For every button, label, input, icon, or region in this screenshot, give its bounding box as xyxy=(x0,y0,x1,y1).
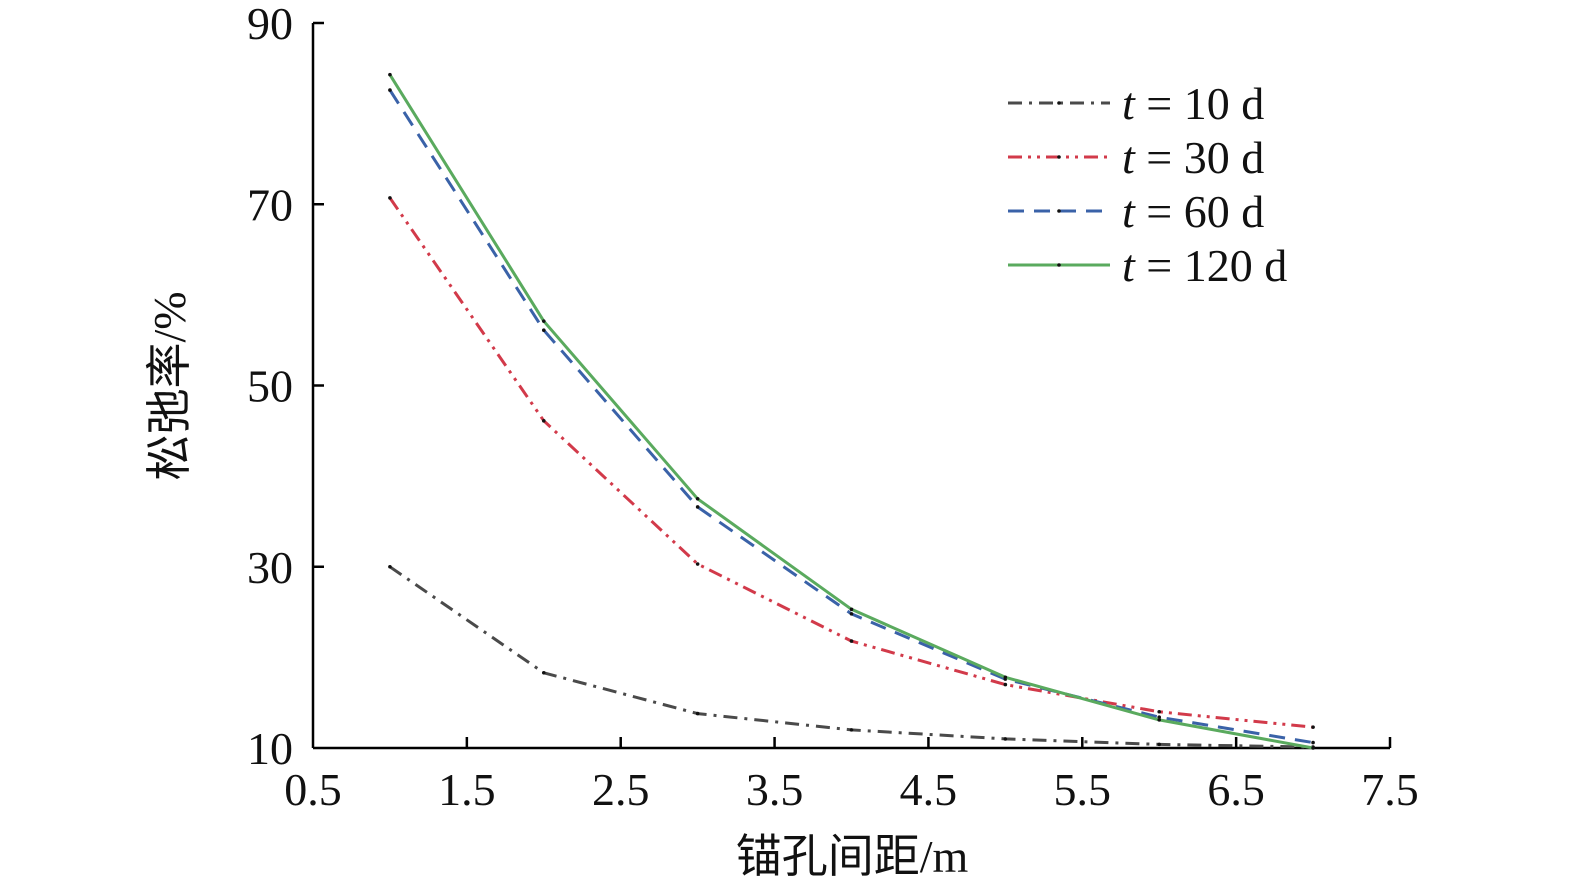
legend-item: t = 10 d xyxy=(1008,78,1264,129)
data-point xyxy=(849,639,854,643)
legend-marker xyxy=(1057,155,1061,159)
legend: t = 10 dt = 30 dt = 60 dt = 120 d xyxy=(1008,78,1287,291)
x-tick-label: 6.5 xyxy=(1207,764,1265,815)
data-point xyxy=(849,607,854,612)
legend-item: t = 60 d xyxy=(1008,186,1264,237)
data-point xyxy=(541,419,546,423)
legend-label: t = 60 d xyxy=(1122,186,1264,237)
data-point xyxy=(695,562,700,566)
data-point xyxy=(1157,742,1162,747)
y-tick-label: 30 xyxy=(247,542,293,593)
x-tick-label: 1.5 xyxy=(438,764,496,815)
data-point xyxy=(1157,715,1162,719)
series-2 xyxy=(388,196,1315,729)
data-point xyxy=(388,72,392,77)
x-tick-label: 3.5 xyxy=(746,764,804,815)
legend-marker xyxy=(1057,101,1061,105)
data-point xyxy=(1311,725,1315,729)
x-tick-label: 5.5 xyxy=(1054,764,1112,815)
data-point xyxy=(1003,682,1008,687)
x-tick-label: 2.5 xyxy=(592,764,650,815)
x-tick-label: 7.5 xyxy=(1361,764,1419,815)
data-point xyxy=(541,319,546,323)
data-point xyxy=(388,196,392,200)
data-point xyxy=(1311,746,1315,750)
y-axis-label: 松弛率/% xyxy=(144,291,195,480)
x-axis-label: 锚孔间距/m xyxy=(736,831,969,882)
data-point xyxy=(388,564,392,569)
legend-item: t = 30 d xyxy=(1008,132,1264,183)
x-tick-label: 0.5 xyxy=(284,764,342,815)
legend-marker xyxy=(1057,263,1061,267)
data-point xyxy=(541,670,546,675)
series-3 xyxy=(388,88,1315,745)
series-4 xyxy=(388,72,1315,750)
y-tick-label: 50 xyxy=(247,361,293,412)
y-tick-label: 10 xyxy=(247,723,293,774)
legend-item: t = 120 d xyxy=(1008,240,1287,291)
legend-label: t = 120 d xyxy=(1122,240,1287,291)
plot-area: 0.5 1.5 2.5 3.5 4.5 5.5 6.5 7.5 10 30 50 70 90 xyxy=(247,0,1419,815)
x-tick-label: 4.5 xyxy=(900,764,958,815)
y-tick-label: 70 xyxy=(247,179,293,230)
data-point xyxy=(1311,740,1315,745)
series-layer xyxy=(388,72,1315,750)
legend-label: t = 30 d xyxy=(1122,132,1264,183)
legend-marker xyxy=(1057,209,1061,213)
data-point xyxy=(541,328,546,333)
data-point xyxy=(849,728,854,732)
data-point xyxy=(695,711,700,716)
data-point xyxy=(849,612,854,616)
y-tick-label: 90 xyxy=(247,0,293,49)
data-point xyxy=(1157,718,1162,722)
data-point xyxy=(1003,675,1008,680)
data-point xyxy=(1157,709,1162,714)
data-point xyxy=(695,505,700,509)
data-point xyxy=(388,88,392,92)
data-point xyxy=(1003,737,1008,741)
legend-label: t = 10 d xyxy=(1122,78,1264,129)
data-point xyxy=(695,496,700,501)
